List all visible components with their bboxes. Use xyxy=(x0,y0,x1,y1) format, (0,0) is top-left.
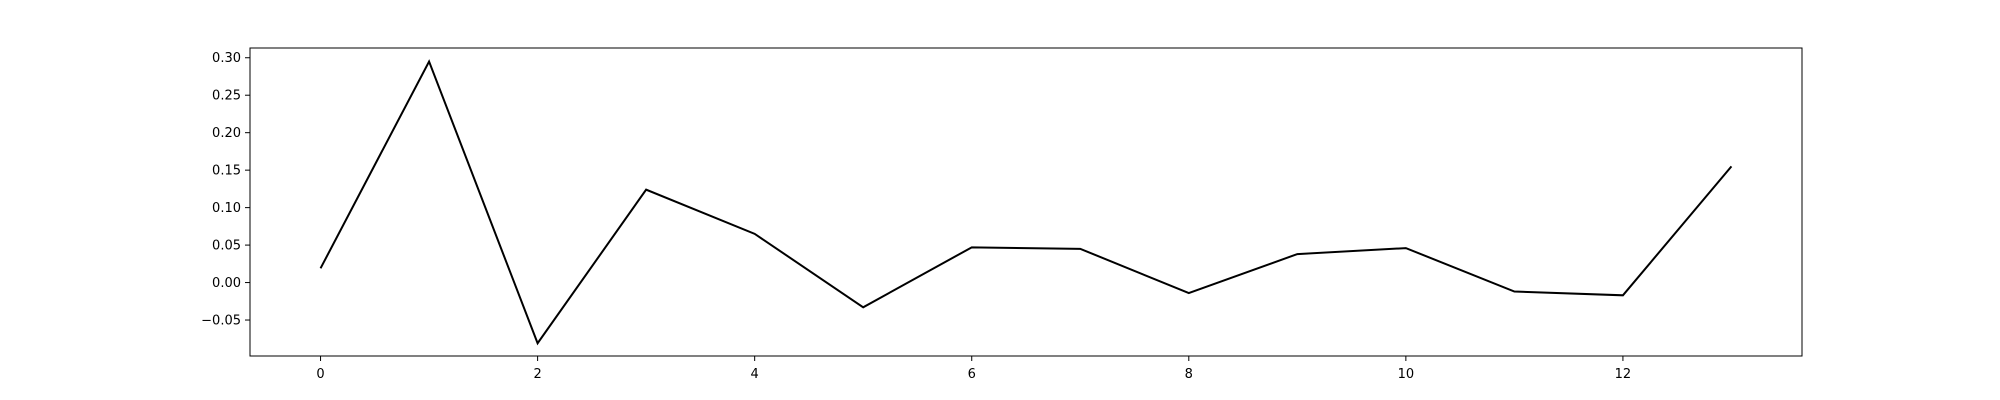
y-tick-label: 0.00 xyxy=(212,276,241,291)
x-tick-label: 12 xyxy=(1615,367,1632,382)
y-axis: −0.05 0.00 0.05 0.10 0.15 0.20 0.25 0.30 xyxy=(201,51,250,329)
y-tick-label: 0.20 xyxy=(212,126,241,141)
y-tick-label: −0.05 xyxy=(201,314,241,329)
x-tick-label: 2 xyxy=(533,367,541,382)
x-tick-label: 0 xyxy=(316,367,324,382)
x-axis: 0 2 4 6 8 10 12 xyxy=(316,356,1631,382)
x-tick-label: 6 xyxy=(968,367,976,382)
series-layer xyxy=(319,59,1733,346)
x-tick-label: 10 xyxy=(1398,367,1415,382)
y-tick-label: 0.25 xyxy=(212,89,241,104)
y-tick-label: 0.15 xyxy=(212,164,241,179)
x-tick-label: 8 xyxy=(1185,367,1193,382)
series-line-0 xyxy=(319,59,1733,346)
y-tick-label: 0.05 xyxy=(212,239,241,254)
plot-area-frame xyxy=(249,47,1803,357)
x-tick-label: 4 xyxy=(751,367,759,382)
y-tick-label: 0.30 xyxy=(212,51,241,66)
y-tick-label: 0.10 xyxy=(212,201,241,216)
